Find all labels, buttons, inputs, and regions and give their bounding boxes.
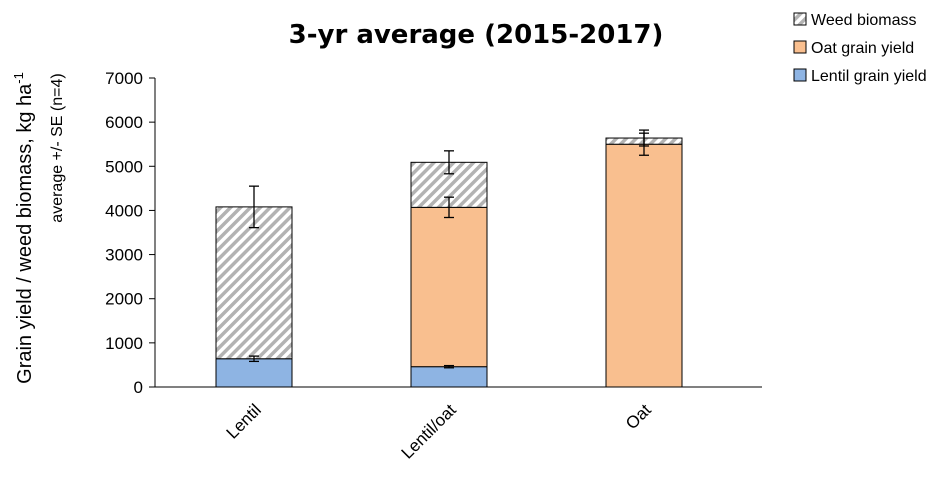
- y-tick-label: 5000: [105, 157, 143, 176]
- svg-text:Grain yield / weed biomass, kg: Grain yield / weed biomass, kg ha-1: [11, 72, 36, 384]
- error-bar: [639, 129, 649, 147]
- y-axis-label-superscript: -1: [11, 72, 26, 84]
- bar-lentil-grain-yield-lentil: [215, 358, 293, 388]
- error-bar: [444, 364, 454, 369]
- legend-item: Oat grain yield: [793, 40, 914, 57]
- y-tick-label: 3000: [105, 246, 143, 265]
- x-tick-label: Oat: [622, 400, 655, 433]
- bar-oat-grain-yield-oat: [605, 143, 683, 388]
- error-bar: [444, 196, 454, 219]
- bar-oat-grain-yield-lentil-oat: [410, 206, 488, 368]
- x-tick-label: Lentil: [223, 400, 265, 442]
- y-axis-secondary-label: average +/- SE (n=4): [49, 73, 66, 222]
- legend: Weed biomass Oat grain yield Lentil grain …: [793, 12, 927, 85]
- y-tick-label: 6000: [105, 113, 143, 132]
- error-bar: [444, 150, 454, 175]
- chart-title: 3-yr average (2015-2017): [289, 20, 664, 50]
- legend-swatch: [793, 12, 807, 26]
- error-bar: [249, 185, 259, 229]
- legend-swatch: [793, 40, 807, 54]
- legend-item: Lentil grain yield: [793, 68, 927, 85]
- y-tick-label: 0: [134, 378, 143, 397]
- x-tick-label: Lentil/oat: [398, 400, 460, 462]
- legend-label: Lentil grain yield: [811, 68, 927, 85]
- legend-label: Oat grain yield: [811, 40, 914, 57]
- legend-swatch: [793, 68, 807, 82]
- y-axis-subtitle: average +/- SE (n=4): [49, 73, 66, 222]
- plot-area: 0 1000 2000 3000 4000 5000 6000 7000 Lentil Lenti…: [105, 69, 762, 463]
- y-tick-label: 1000: [105, 334, 143, 353]
- y-tick-label: 7000: [105, 69, 143, 88]
- legend-item: Weed biomass: [793, 12, 917, 29]
- y-tick-label: 2000: [105, 290, 143, 309]
- y-tick-label: 4000: [105, 201, 143, 220]
- error-bar: [249, 355, 259, 363]
- bar-weed-biomass-lentil: [215, 206, 293, 360]
- legend-label: Weed biomass: [811, 12, 917, 29]
- bar-lentil-grain-yield-lentil-oat: [410, 366, 488, 388]
- y-axis-label: Grain yield / weed biomass, kg ha: [14, 83, 36, 384]
- y-axis-title: Grain yield / weed biomass, kg ha-1: [11, 72, 36, 384]
